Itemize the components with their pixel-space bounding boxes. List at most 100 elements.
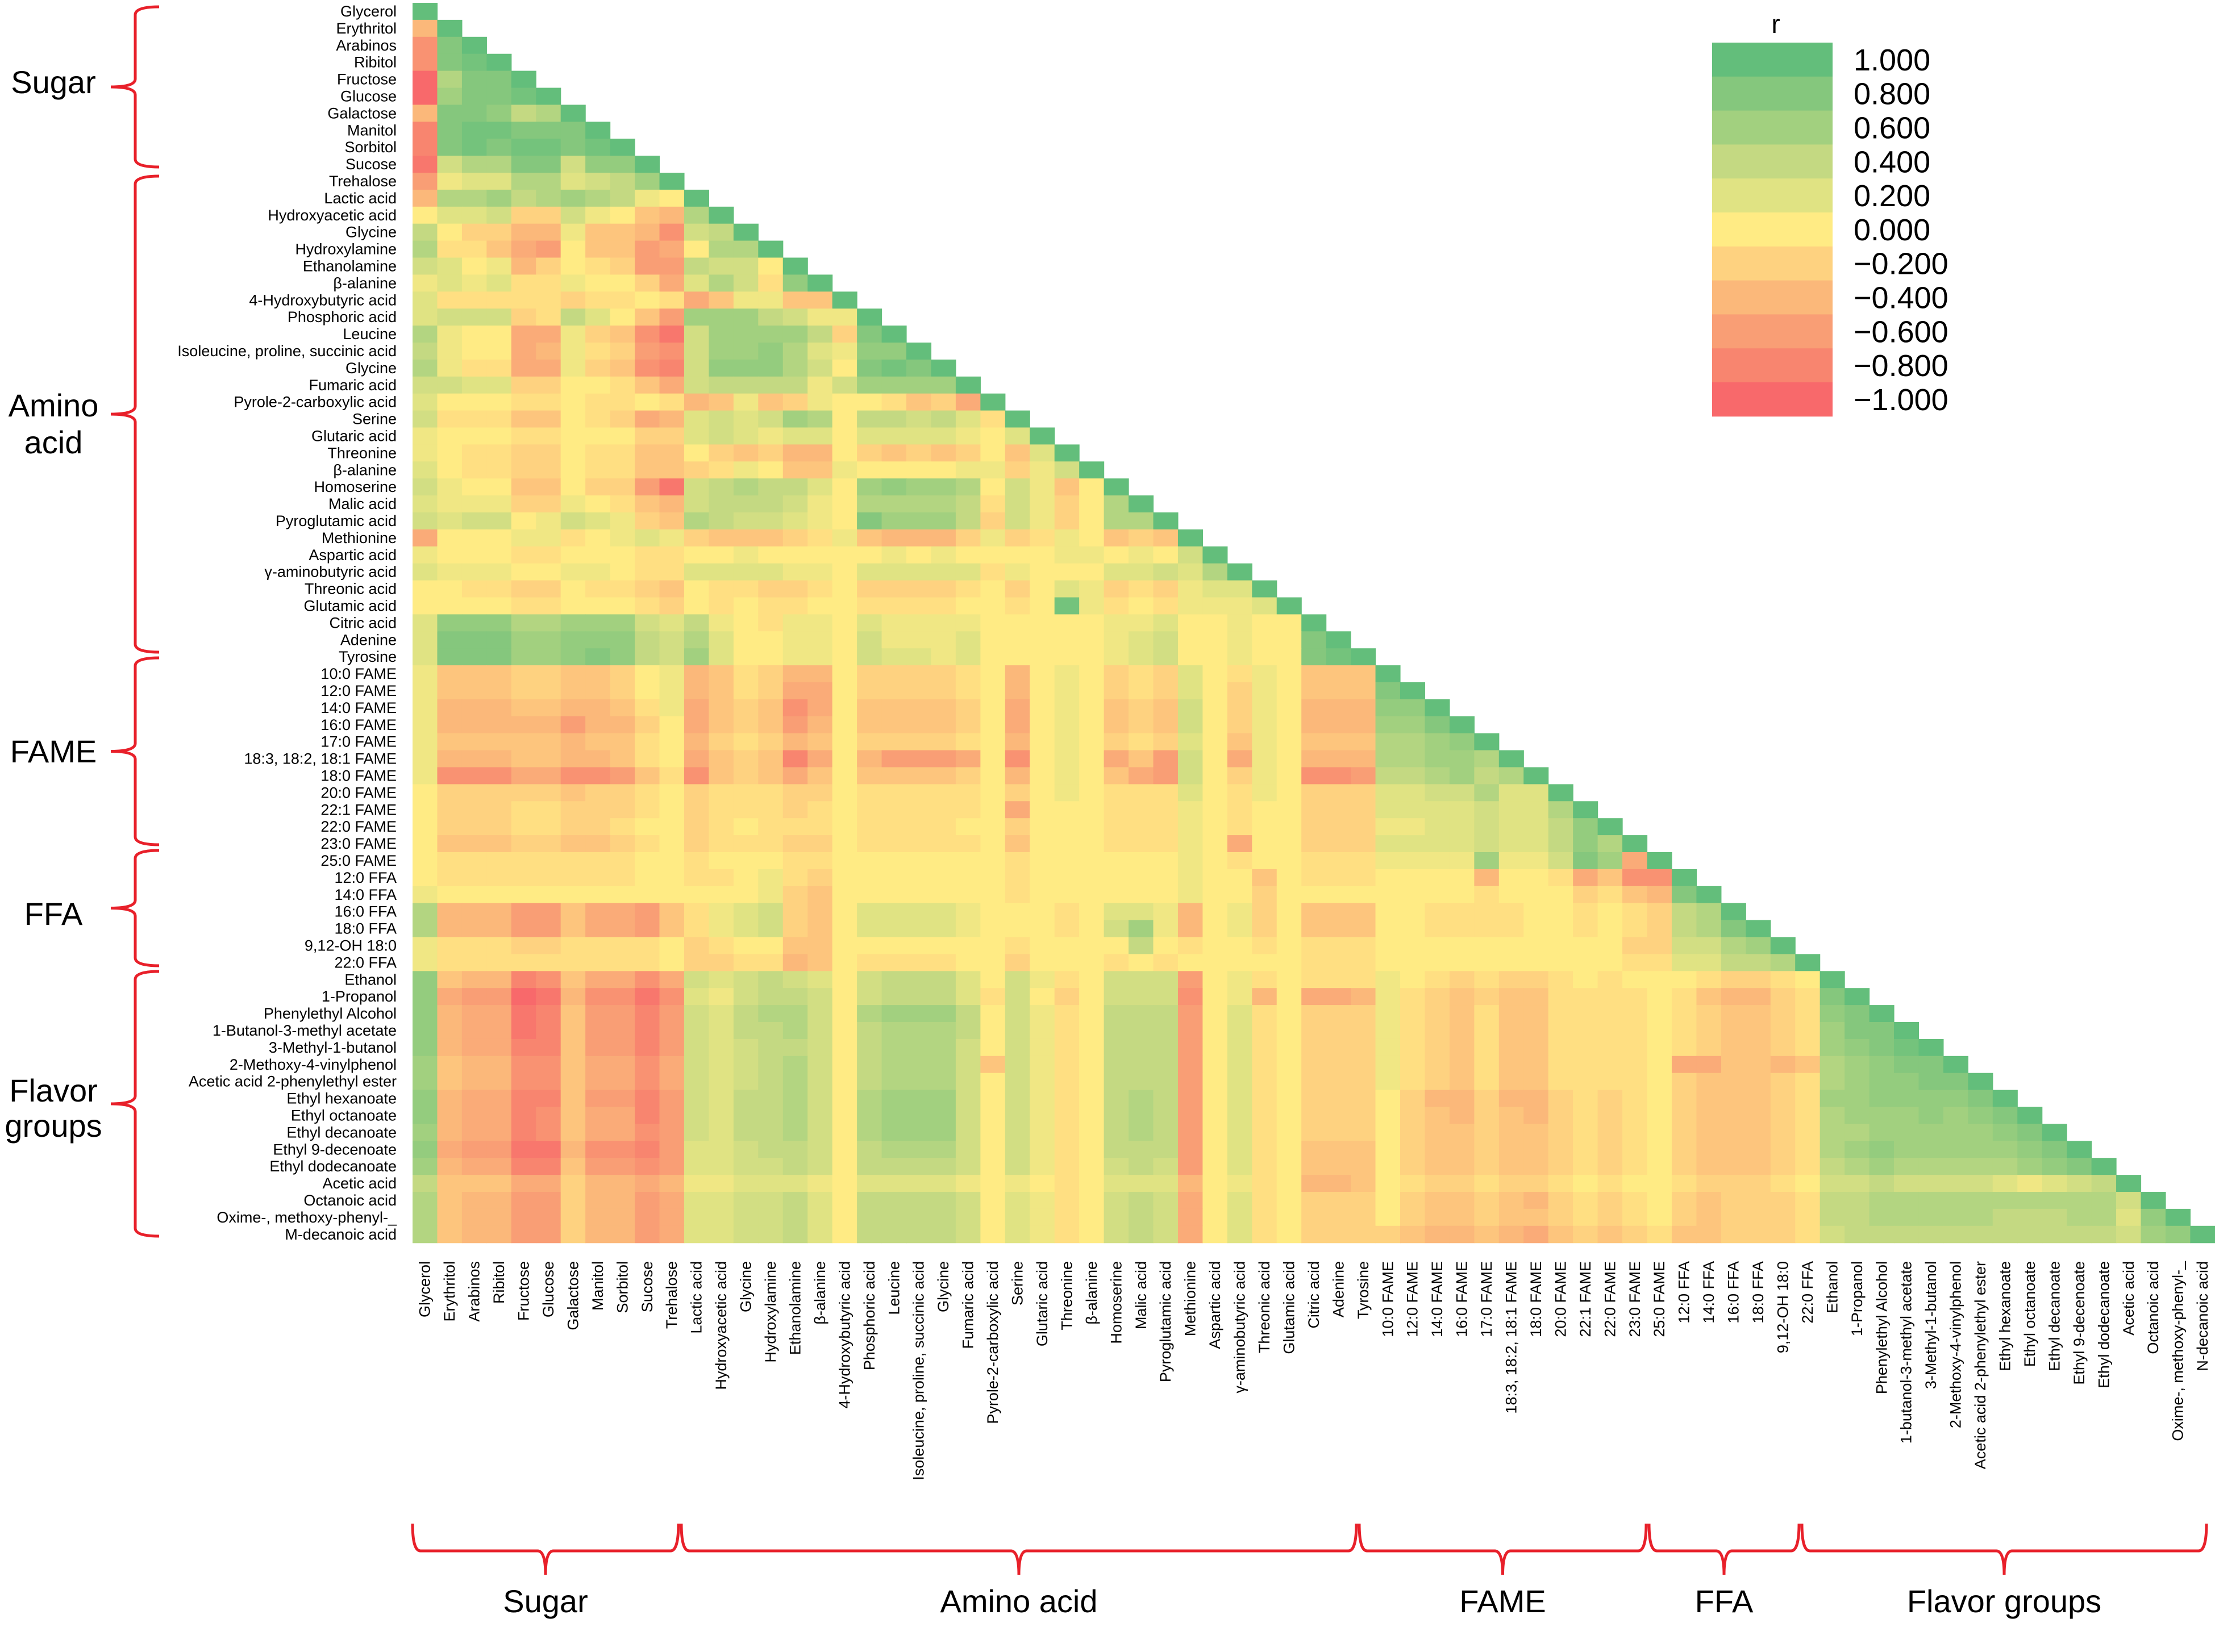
heatmap-cell (1647, 1005, 1672, 1023)
heatmap-cell (1647, 1038, 1672, 1057)
heatmap-cell (881, 869, 907, 887)
heatmap-cell (610, 886, 635, 904)
heatmap-cell (1301, 988, 1327, 1006)
row-group-label: acid (24, 424, 83, 460)
heatmap-cell (437, 563, 463, 581)
heatmap-cell (1820, 1225, 1845, 1244)
heatmap-cell (1375, 1073, 1401, 1091)
heatmap-cell (1498, 801, 1524, 819)
heatmap-cell (461, 665, 487, 683)
heatmap-cell (1177, 733, 1203, 751)
heatmap-cell (461, 631, 487, 649)
heatmap-cell (955, 563, 981, 581)
heatmap-cell (1276, 852, 1302, 870)
heatmap-cell (413, 53, 438, 72)
heatmap-cell (684, 682, 709, 700)
heatmap-cell (931, 954, 956, 971)
heatmap-cell (1153, 1175, 1179, 1192)
heatmap-cell (585, 733, 611, 751)
heatmap-cell (1351, 750, 1376, 768)
legend-swatch (1712, 246, 1833, 281)
heatmap-cell (486, 954, 512, 971)
heatmap-cell (659, 716, 685, 734)
heatmap-cell (1079, 529, 1105, 547)
heatmap-cell (1573, 1192, 1598, 1209)
legend-tick-label: 0.600 (1854, 111, 1930, 145)
heatmap-cell (1696, 1107, 1722, 1124)
heatmap-cell (635, 1090, 660, 1108)
heatmap-cell (1177, 1022, 1203, 1040)
heatmap-cell (1696, 937, 1722, 954)
heatmap-cell (733, 1090, 759, 1108)
heatmap-cell (881, 699, 907, 717)
column-group-bracket (680, 1523, 1358, 1575)
heatmap-cell (1104, 988, 1129, 1006)
heatmap-cell (1474, 852, 1500, 870)
heatmap-cell (906, 852, 932, 870)
heatmap-cell (560, 139, 586, 156)
heatmap-cell (1202, 1107, 1228, 1124)
heatmap-cell (955, 699, 981, 717)
heatmap-cell (1721, 903, 1746, 921)
heatmap-cell (931, 410, 956, 428)
heatmap-cell (709, 359, 734, 377)
heatmap-cell (486, 173, 512, 190)
heatmap-cell (461, 886, 487, 904)
heatmap-cell (610, 359, 635, 377)
heatmap-cell (511, 1005, 536, 1023)
heatmap-cell (461, 206, 487, 224)
heatmap-cell (1523, 818, 1549, 836)
heatmap-cell (1375, 733, 1401, 751)
heatmap-cell (585, 937, 611, 954)
heatmap-cell (659, 308, 685, 326)
heatmap-cell (610, 1141, 635, 1158)
heatmap-cell (511, 580, 536, 598)
heatmap-cell (1721, 1225, 1746, 1244)
heatmap-cell (782, 869, 808, 887)
heatmap-cell (1054, 631, 1080, 649)
heatmap-cell (610, 1022, 635, 1040)
heatmap-cell (486, 529, 512, 547)
heatmap-cell (560, 546, 586, 564)
heatmap-cell (782, 1192, 808, 1209)
heatmap-cell (635, 291, 660, 309)
heatmap-cell (1079, 1056, 1105, 1074)
heatmap-cell (758, 869, 784, 887)
heatmap-cell (1351, 1225, 1376, 1244)
heatmap-cell (1597, 937, 1623, 954)
heatmap-cell (413, 326, 438, 343)
heatmap-cell (1104, 580, 1129, 598)
heatmap-cell (536, 1038, 561, 1057)
heatmap-cell (1351, 733, 1376, 751)
heatmap-cell (1400, 1141, 1426, 1158)
heatmap-cell (1647, 1090, 1672, 1108)
heatmap-cell (1252, 937, 1277, 954)
heatmap-cell (1548, 801, 1573, 819)
heatmap-cell (709, 1090, 734, 1108)
row-label: 10:0 FAME (320, 665, 397, 682)
heatmap-cell (881, 784, 907, 802)
heatmap-cell (1968, 1090, 1993, 1108)
heatmap-cell (1820, 1073, 1845, 1091)
heatmap-cell (610, 835, 635, 853)
heatmap-cell (659, 478, 685, 496)
heatmap-cell (881, 427, 907, 445)
heatmap-cell (1177, 1208, 1203, 1227)
heatmap-cell (511, 801, 536, 819)
heatmap-cell (511, 563, 536, 581)
heatmap-cell (782, 461, 808, 479)
column-label: 3-Methyl-1-butanol (1922, 1261, 1939, 1389)
heatmap-cell (486, 682, 512, 700)
heatmap-cell (906, 1056, 932, 1074)
heatmap-cell (857, 1073, 882, 1091)
heatmap-cell (1721, 1056, 1746, 1074)
column-label: Ribitol (490, 1261, 507, 1304)
heatmap-cell (1523, 1107, 1549, 1124)
heatmap-cell (782, 563, 808, 581)
row-label: Fumaric acid (309, 377, 397, 394)
heatmap-cell (709, 223, 734, 241)
heatmap-cell (536, 189, 561, 207)
heatmap-cell (1030, 1141, 1055, 1158)
heatmap-cell (1498, 1192, 1524, 1209)
heatmap-cell (635, 1208, 660, 1227)
